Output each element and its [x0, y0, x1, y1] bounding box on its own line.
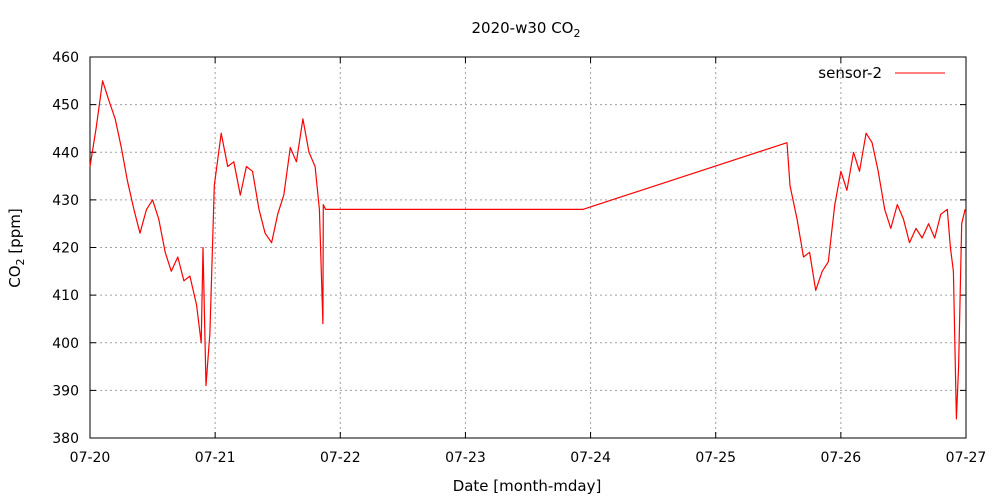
chart-title: 2020-w30 CO2: [472, 19, 581, 40]
grid-lines: [90, 57, 966, 438]
chart-title-text: 2020-w30 CO: [472, 19, 574, 37]
x-tick-label: 07-25: [695, 450, 736, 466]
axis-ticks: 380 390 400 410 420 430 440 450 460 07-20 07-21 07-…: [52, 50, 986, 466]
x-tick-label: 07-21: [195, 450, 236, 466]
y-axis-title-subscript: 2: [14, 258, 27, 265]
y-tick-label: 460: [52, 50, 79, 66]
x-tick-label: 07-26: [821, 450, 862, 466]
x-tick-label: 07-23: [445, 450, 486, 466]
y-tick-label: 390: [52, 383, 79, 399]
y-tick-label: 420: [52, 241, 79, 257]
y-tick-label: 380: [52, 431, 79, 447]
x-tick-label: 07-20: [70, 450, 111, 466]
y-tick-label: 450: [52, 98, 79, 114]
y-tick-label: 400: [52, 336, 79, 352]
y-axis-title: CO2 [ppm]: [6, 208, 27, 287]
legend: sensor-2: [818, 64, 945, 82]
x-tick-label: 07-27: [946, 450, 987, 466]
y-axis-title-text: CO: [6, 265, 24, 287]
series-layer: [89, 80, 966, 420]
series-line-sensor-2: [89, 80, 966, 420]
y-tick-label: 410: [52, 288, 79, 304]
legend-label-sensor-2: sensor-2: [818, 64, 882, 82]
y-axis-title-unit: [ppm]: [6, 208, 24, 258]
y-tick-label: 440: [52, 145, 79, 161]
chart-title-subscript: 2: [574, 27, 581, 40]
x-tick-label: 07-22: [320, 450, 361, 466]
x-tick-label: 07-24: [570, 450, 611, 466]
y-tick-label: 430: [52, 193, 79, 209]
x-axis-title: Date [month-mday]: [453, 477, 602, 495]
